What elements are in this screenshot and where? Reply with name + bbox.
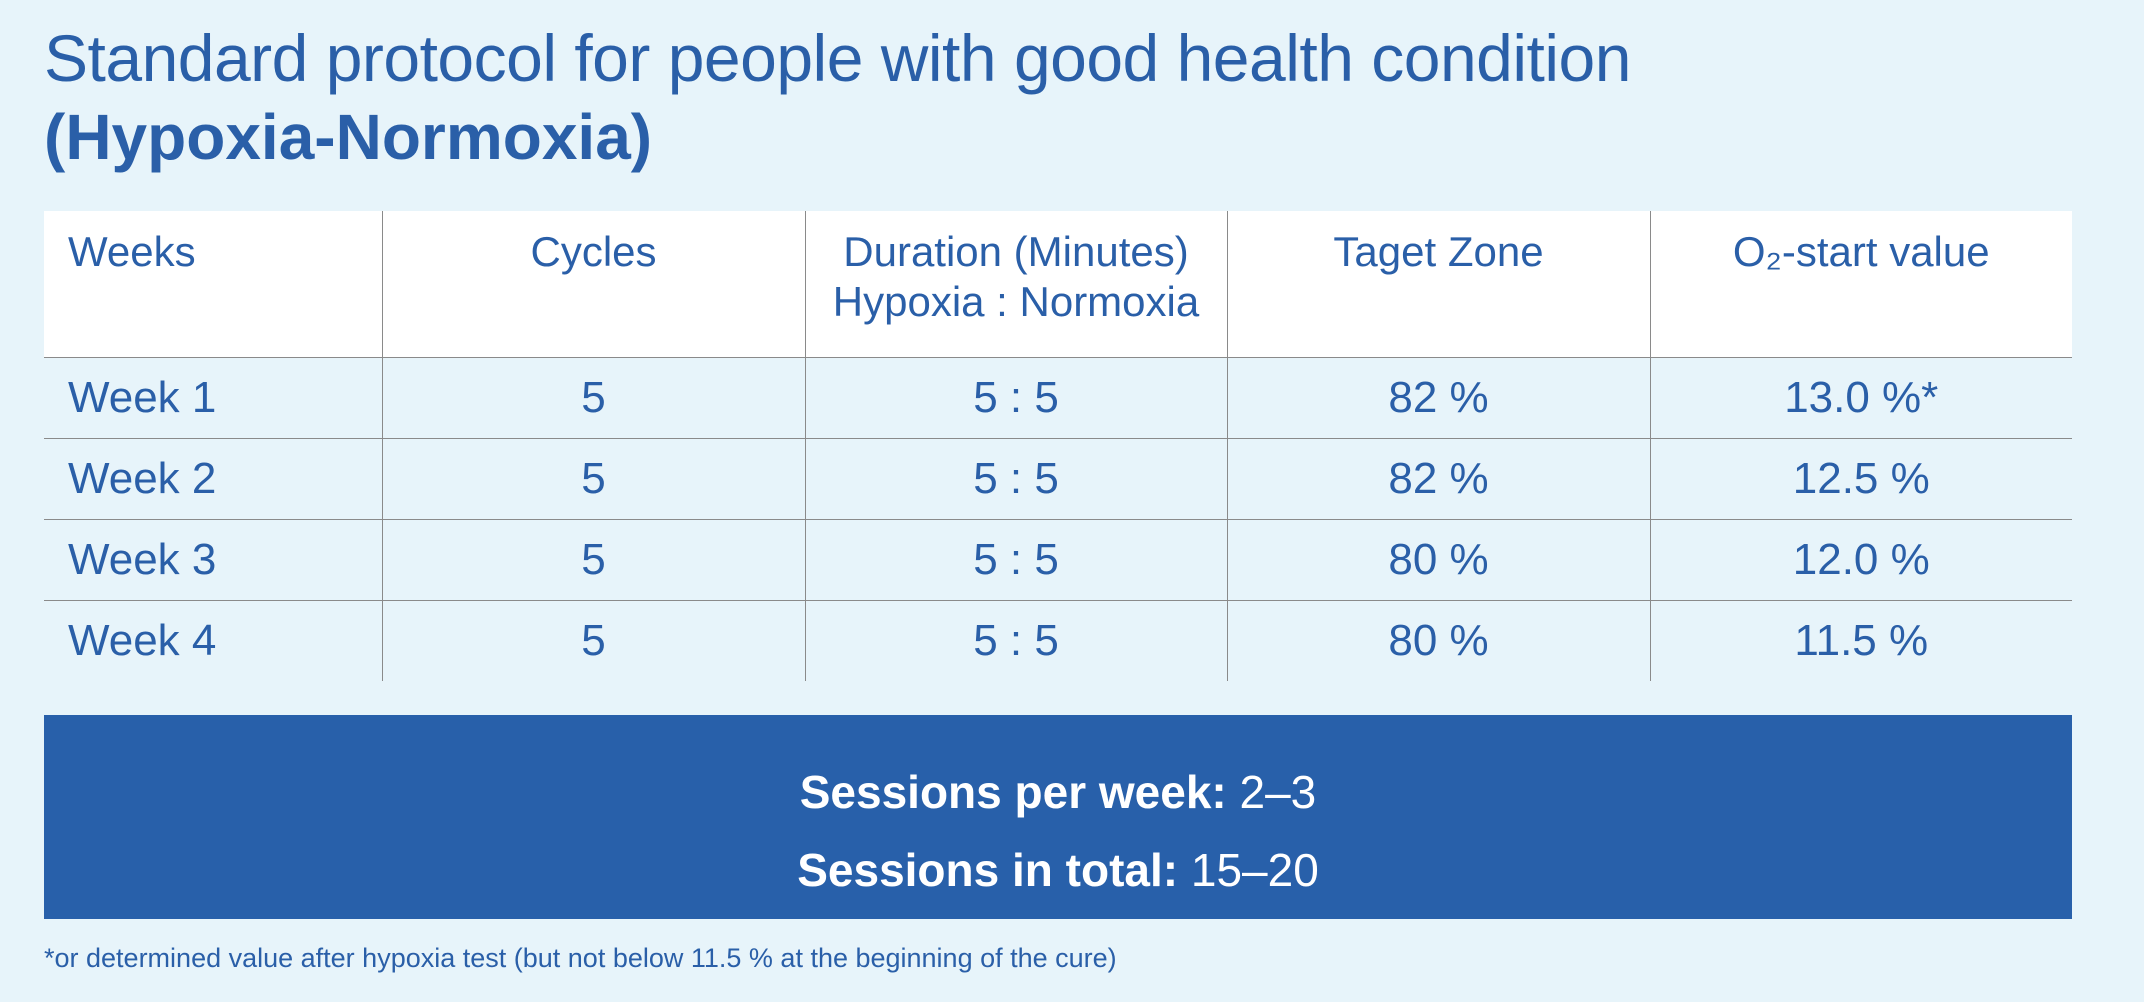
cell-cycles: 5	[381, 600, 805, 681]
sessions-per-week-label: Sessions per week:	[799, 766, 1227, 818]
cell-target-zone: 82 %	[1226, 438, 1650, 520]
sessions-total-label: Sessions in total:	[797, 844, 1179, 896]
table-header-row: Weeks Cycles Duration (Minutes) Hypoxia …	[44, 211, 2072, 358]
cell-week: Week 2	[44, 438, 382, 520]
cell-duration: 5 : 5	[804, 600, 1227, 681]
cell-duration: 5 : 5	[804, 438, 1227, 520]
table-row: Week 2 5 5 : 5 82 % 12.5 %	[44, 438, 2072, 520]
cell-target-zone: 80 %	[1226, 519, 1650, 601]
sessions-total-value: 15–20	[1190, 844, 1319, 896]
table-row: Week 1 5 5 : 5 82 % 13.0 %*	[44, 357, 2072, 439]
header-cycles: Cycles	[381, 211, 805, 358]
cell-o2-start: 12.0 %	[1649, 519, 2072, 601]
cell-week: Week 4	[68, 616, 217, 665]
cell-cycles: 5	[381, 519, 805, 601]
sessions-in-total: Sessions in total: 15–20	[44, 843, 2072, 897]
cell-week: Week 3	[44, 519, 382, 601]
cell-cycles: 5	[381, 438, 805, 520]
sessions-per-week-value: 2–3	[1239, 766, 1317, 818]
cell-target-zone: 80 %	[1226, 600, 1650, 681]
header-o2-start-value: O₂-start value	[1649, 211, 2072, 358]
cell-week: Week 1	[44, 357, 382, 439]
header-weeks: Weeks	[44, 211, 382, 358]
protocol-table: Weeks Cycles Duration (Minutes) Hypoxia …	[44, 211, 2072, 681]
cell-o2-start: 13.0 %*	[1649, 357, 2072, 439]
cell-o2-start: 12.5 %	[1649, 438, 2072, 520]
cell-cycles: 5	[381, 357, 805, 439]
footnote: *or determined value after hypoxia test …	[44, 943, 1117, 973]
cell-target-zone: 82 %	[1226, 357, 1650, 439]
sessions-summary-box: Sessions per week: 2–3 Sessions in total…	[44, 715, 2072, 919]
page-subtitle: (Hypoxia-Normoxia)	[44, 101, 653, 173]
table-row: Week 3 5 5 : 5 80 % 12.0 %	[44, 519, 2072, 601]
sessions-per-week: Sessions per week: 2–3	[44, 765, 2072, 819]
cell-duration: 5 : 5	[804, 357, 1227, 439]
table-row: Week 4 5 5 : 5 80 % 11.5 %	[44, 600, 2072, 681]
page-title: Standard protocol for people with good h…	[44, 21, 1631, 95]
header-duration: Duration (Minutes) Hypoxia : Normoxia	[804, 211, 1227, 358]
cell-o2-start: 11.5 %	[1649, 600, 2072, 681]
cell-duration: 5 : 5	[804, 519, 1227, 601]
header-target-zone: Taget Zone	[1226, 211, 1650, 358]
